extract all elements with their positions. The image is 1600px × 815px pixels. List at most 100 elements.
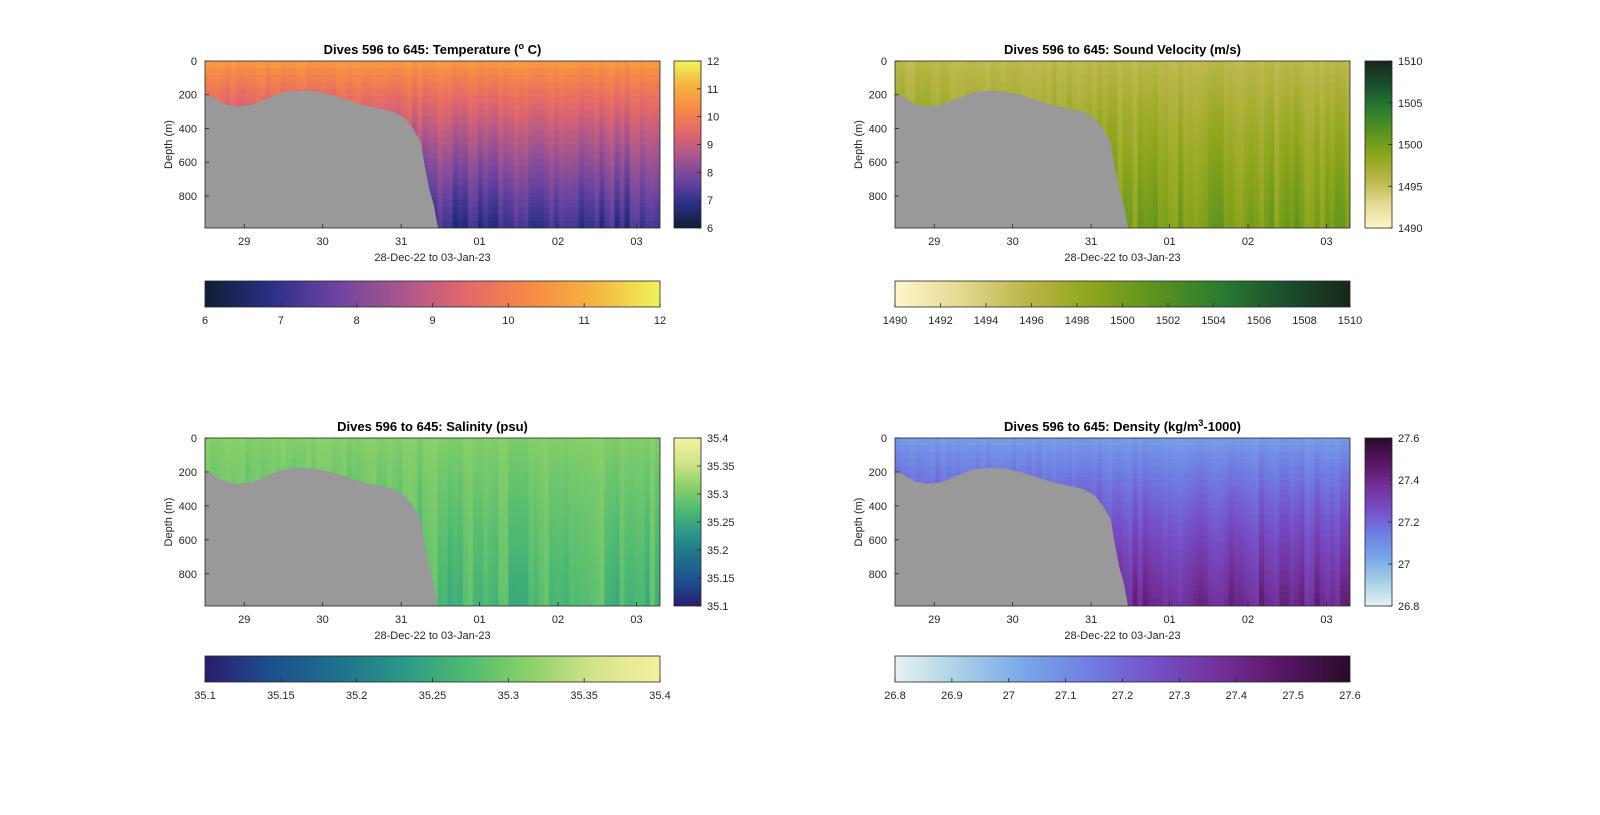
x-tick-label: 02	[552, 614, 564, 626]
side-colorbar	[1364, 60, 1393, 229]
bottom-colorbar-label: 35.25	[419, 690, 447, 702]
panel-salinity: Dives 596 to 645: Salinity (psu) 0 200 400 6…	[163, 419, 735, 702]
x-tick-label: 30	[1007, 614, 1019, 626]
x-tick-label: 03	[1320, 614, 1332, 626]
side-colorbar-label: 6	[707, 223, 713, 235]
bottom-colorbar-label: 11	[578, 315, 589, 327]
side-colorbar-label: 10	[707, 112, 719, 124]
x-axis-label: 28-Dec-22 to 03-Jan-23	[1064, 630, 1180, 642]
x-tick-label: 29	[238, 614, 250, 626]
x-tick-label: 31	[395, 614, 407, 626]
x-axis-label: 28-Dec-22 to 03-Jan-23	[374, 252, 490, 264]
heatmap-field	[895, 438, 1350, 606]
chart-title: Dives 596 to 645: Temperature (o C)	[324, 41, 542, 57]
side-colorbar-label: 26.8	[1398, 601, 1419, 613]
side-colorbar-label: 8	[707, 167, 713, 179]
x-axis-label: 28-Dec-22 to 03-Jan-23	[1064, 252, 1180, 264]
chart-title: Dives 596 to 645: Salinity (psu)	[337, 419, 528, 434]
heatmap-field	[205, 438, 660, 606]
x-tick-label: 02	[1242, 236, 1254, 248]
y-tick-label: 600	[869, 157, 887, 169]
side-colorbar-label: 35.35	[707, 461, 735, 473]
side-colorbar-label: 35.15	[707, 573, 735, 585]
y-axis-label: Depth (m)	[163, 120, 175, 169]
bottom-colorbar-label: 9	[429, 315, 435, 327]
y-tick-label: 800	[179, 191, 197, 203]
axes-box	[204, 60, 661, 229]
bottom-colorbar-label: 1496	[1019, 315, 1043, 327]
x-tick-label: 31	[395, 236, 407, 248]
side-colorbar-label: 7	[707, 195, 713, 207]
side-colorbar-label: 35.2	[707, 545, 728, 557]
side-colorbar	[673, 60, 702, 229]
x-tick-label: 01	[1163, 236, 1175, 248]
seabed-mask	[205, 90, 438, 228]
side-colorbar-label: 1510	[1398, 56, 1422, 68]
bottom-colorbar-label: 35.2	[346, 690, 367, 702]
y-axis-label: Depth (m)	[853, 120, 865, 169]
y-tick-label: 0	[191, 56, 197, 68]
bottom-colorbar-label: 1492	[928, 315, 952, 327]
y-tick-label: 400	[869, 501, 887, 513]
title-superscript: o	[519, 41, 525, 51]
x-tick-label: 30	[317, 614, 329, 626]
bottom-colorbar-label: 35.15	[267, 690, 295, 702]
bottom-colorbar-label: 10	[502, 315, 514, 327]
x-tick-label: 31	[1085, 236, 1097, 248]
bottom-colorbar-label: 12	[654, 315, 666, 327]
side-colorbar-label: 12	[707, 56, 719, 68]
side-colorbar-label: 11	[707, 84, 718, 96]
side-colorbar-label: 35.4	[707, 433, 728, 445]
chart-title: Dives 596 to 645: Sound Velocity (m/s)	[1004, 42, 1241, 57]
y-tick-label: 400	[179, 501, 197, 513]
x-tick-label: 29	[928, 614, 940, 626]
x-tick-label: 31	[1085, 614, 1097, 626]
x-tick-label: 01	[473, 614, 485, 626]
side-colorbar-label: 35.3	[707, 489, 728, 501]
y-tick-label: 400	[179, 123, 197, 135]
seabed-mask	[895, 90, 1128, 228]
x-tick-label: 01	[1163, 614, 1175, 626]
bottom-colorbar-label: 35.35	[570, 690, 598, 702]
side-colorbar-label: 35.25	[707, 517, 735, 529]
bottom-colorbar	[894, 280, 1351, 308]
bottom-colorbar-label: 27.2	[1112, 690, 1133, 702]
bottom-colorbar-label: 26.8	[884, 690, 905, 702]
bottom-colorbar-label: 26.9	[941, 690, 962, 702]
bottom-colorbar-label: 6	[202, 315, 208, 327]
y-tick-label: 800	[869, 191, 887, 203]
bottom-colorbar-label: 1500	[1110, 315, 1134, 327]
x-tick-label: 02	[552, 236, 564, 248]
bottom-colorbar-label: 1494	[974, 315, 998, 327]
seabed-mask	[205, 467, 438, 606]
chart-title: Dives 596 to 645: Density (kg/m3-1000)	[1004, 418, 1241, 434]
heatmap-field	[205, 61, 660, 228]
bottom-colorbar-label: 35.3	[498, 690, 519, 702]
bottom-colorbar-label: 1490	[883, 315, 907, 327]
axes-box	[204, 437, 661, 607]
bottom-colorbar-label: 27.5	[1282, 690, 1303, 702]
panel-sound_velocity: Dives 596 to 645: Sound Velocity (m/s) 02…	[853, 42, 1422, 327]
bottom-colorbar-label: 1498	[1065, 315, 1089, 327]
y-tick-label: 600	[179, 535, 197, 547]
title-main: Dives 596 to 645: Salinity (psu)	[337, 419, 528, 434]
side-colorbar	[1364, 437, 1393, 607]
side-colorbar-label: 27.2	[1398, 517, 1419, 529]
bottom-colorbar-label: 35.1	[194, 690, 215, 702]
y-tick-label: 800	[179, 569, 197, 581]
side-colorbar-label: 35.1	[707, 601, 728, 613]
y-tick-label: 600	[869, 535, 887, 547]
bottom-colorbar-label: 35.4	[649, 690, 670, 702]
y-tick-label: 400	[869, 123, 887, 135]
title-end: C)	[524, 42, 541, 57]
bottom-colorbar-label: 27.4	[1226, 690, 1247, 702]
title-main: Dives 596 to 645: Sound Velocity (m/s)	[1004, 42, 1241, 57]
y-tick-label: 600	[179, 157, 197, 169]
bottom-colorbar	[204, 280, 661, 308]
bottom-colorbar	[204, 655, 661, 683]
x-tick-label: 02	[1242, 614, 1254, 626]
title-main: Dives 596 to 645: Temperature (	[324, 42, 520, 57]
bottom-colorbar-label: 27	[1003, 690, 1015, 702]
y-tick-label: 200	[869, 90, 887, 102]
bottom-colorbar-label: 1502	[1156, 315, 1180, 327]
